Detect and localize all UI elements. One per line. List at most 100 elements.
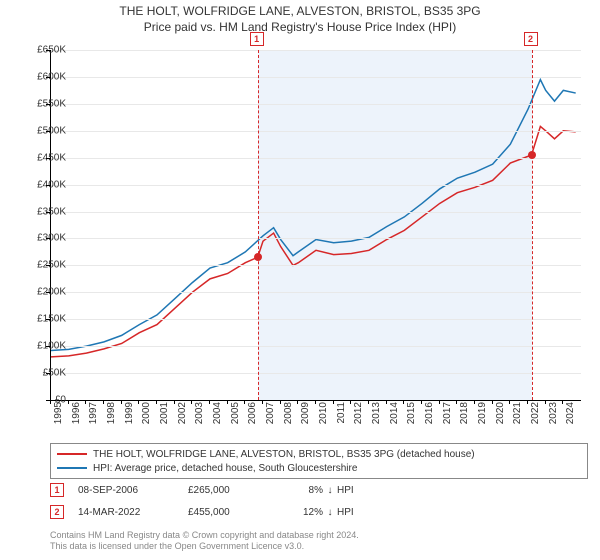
sale-point-marker xyxy=(528,151,536,159)
x-tick xyxy=(350,400,351,404)
gridline-h xyxy=(51,319,581,320)
x-tick xyxy=(103,400,104,404)
gridline-h xyxy=(51,265,581,266)
x-tick xyxy=(50,400,51,404)
x-tick xyxy=(456,400,457,404)
x-tick xyxy=(156,400,157,404)
chart-title: THE HOLT, WOLFRIDGE LANE, ALVESTON, BRIS… xyxy=(0,0,600,34)
y-axis-label: £200K xyxy=(22,287,66,298)
x-tick xyxy=(403,400,404,404)
y-axis-label: £250K xyxy=(22,260,66,271)
x-axis-label: 2006 xyxy=(247,402,258,424)
y-tick xyxy=(46,238,50,239)
footer-line-2: This data is licensed under the Open Gov… xyxy=(50,541,359,552)
sale-vline xyxy=(258,50,259,400)
x-tick xyxy=(333,400,334,404)
x-axis-label: 2000 xyxy=(141,402,152,424)
legend-label-hpi: HPI: Average price, detached house, Sout… xyxy=(93,463,357,474)
x-tick xyxy=(244,400,245,404)
sale-date-2: 14-MAR-2022 xyxy=(78,507,188,518)
x-axis-label: 2023 xyxy=(548,402,559,424)
x-tick xyxy=(474,400,475,404)
x-tick xyxy=(439,400,440,404)
x-tick xyxy=(227,400,228,404)
chart-lines-svg xyxy=(51,50,581,400)
gridline-h xyxy=(51,77,581,78)
y-axis-label: £50K xyxy=(22,368,66,379)
y-tick xyxy=(46,346,50,347)
legend: THE HOLT, WOLFRIDGE LANE, ALVESTON, BRIS… xyxy=(50,443,588,479)
x-tick xyxy=(509,400,510,404)
y-axis-label: £600K xyxy=(22,71,66,82)
x-tick xyxy=(138,400,139,404)
y-axis-label: £100K xyxy=(22,341,66,352)
sale-price-2: £455,000 xyxy=(188,507,288,518)
y-tick xyxy=(46,50,50,51)
sale-date-1: 08-SEP-2006 xyxy=(78,485,188,496)
x-tick xyxy=(545,400,546,404)
y-tick xyxy=(46,77,50,78)
y-axis-label: £500K xyxy=(22,125,66,136)
x-axis-label: 2018 xyxy=(459,402,470,424)
y-tick xyxy=(46,104,50,105)
x-axis-label: 2010 xyxy=(318,402,329,424)
x-axis-label: 2015 xyxy=(406,402,417,424)
legend-row-hpi: HPI: Average price, detached house, Sout… xyxy=(57,461,581,475)
y-tick xyxy=(46,373,50,374)
y-axis-label: £550K xyxy=(22,98,66,109)
x-axis-label: 1998 xyxy=(106,402,117,424)
x-axis-label: 2014 xyxy=(389,402,400,424)
sale-marker-2: 2 xyxy=(50,505,64,519)
x-tick xyxy=(562,400,563,404)
sale-price-1: £265,000 xyxy=(188,485,288,496)
sale-row-2: 2 14-MAR-2022 £455,000 12% ↓ HPI xyxy=(50,505,354,519)
x-axis-label: 1995 xyxy=(53,402,64,424)
x-tick xyxy=(315,400,316,404)
x-axis-label: 2005 xyxy=(230,402,241,424)
sale-marker-box: 2 xyxy=(524,32,538,46)
x-tick xyxy=(297,400,298,404)
y-axis-label: £300K xyxy=(22,233,66,244)
sale-tail-1: HPI xyxy=(337,485,354,496)
gridline-h xyxy=(51,292,581,293)
gridline-h xyxy=(51,158,581,159)
gridline-h xyxy=(51,212,581,213)
sale-row-1: 1 08-SEP-2006 £265,000 8% ↓ HPI xyxy=(50,483,354,497)
y-tick xyxy=(46,212,50,213)
gridline-h xyxy=(51,50,581,51)
x-axis-label: 2016 xyxy=(424,402,435,424)
x-axis-label: 2002 xyxy=(177,402,188,424)
sale-arrow-1: ↓ xyxy=(323,485,337,496)
x-tick xyxy=(209,400,210,404)
sale-marker-box: 1 xyxy=(250,32,264,46)
gridline-h xyxy=(51,238,581,239)
x-tick xyxy=(386,400,387,404)
x-tick xyxy=(68,400,69,404)
y-axis-label: £650K xyxy=(22,45,66,56)
x-tick xyxy=(368,400,369,404)
line-hpi xyxy=(51,80,576,351)
x-axis-label: 2012 xyxy=(353,402,364,424)
x-axis-label: 1999 xyxy=(124,402,135,424)
sale-point-marker xyxy=(254,253,262,261)
y-axis-label: £400K xyxy=(22,179,66,190)
sale-tail-2: HPI xyxy=(337,507,354,518)
footer: Contains HM Land Registry data © Crown c… xyxy=(50,530,359,553)
x-axis-label: 2007 xyxy=(265,402,276,424)
x-axis-label: 2022 xyxy=(530,402,541,424)
y-tick xyxy=(46,131,50,132)
y-axis-label: £150K xyxy=(22,314,66,325)
legend-row-property: THE HOLT, WOLFRIDGE LANE, ALVESTON, BRIS… xyxy=(57,447,581,461)
x-axis-label: 2021 xyxy=(512,402,523,424)
x-axis-label: 1996 xyxy=(71,402,82,424)
x-axis-label: 2001 xyxy=(159,402,170,424)
legend-label-property: THE HOLT, WOLFRIDGE LANE, ALVESTON, BRIS… xyxy=(93,449,475,460)
x-tick xyxy=(174,400,175,404)
sale-vline xyxy=(532,50,533,400)
x-axis-label: 2013 xyxy=(371,402,382,424)
x-tick xyxy=(121,400,122,404)
x-axis-label: 2004 xyxy=(212,402,223,424)
y-tick xyxy=(46,158,50,159)
y-tick xyxy=(46,319,50,320)
x-axis-label: 2011 xyxy=(336,402,347,424)
